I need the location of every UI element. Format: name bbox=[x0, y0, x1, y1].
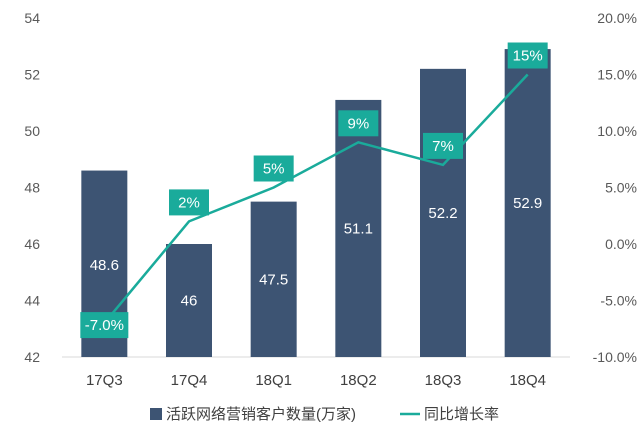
bar-value-label: 47.5 bbox=[259, 271, 288, 288]
legend-label-bar: 活跃网络营销客户数量(万家) bbox=[166, 406, 356, 423]
rate-value-label: 5% bbox=[263, 161, 285, 178]
bar-value-label: 52.9 bbox=[513, 195, 542, 212]
bar bbox=[420, 68, 466, 357]
y-left-tick-label: 50 bbox=[24, 123, 40, 139]
rate-value-label: 7% bbox=[432, 138, 454, 155]
rate-label-box bbox=[169, 189, 209, 216]
x-tick-label: 18Q1 bbox=[255, 372, 292, 389]
y-left-tick-label: 54 bbox=[24, 10, 40, 26]
bar-value-label: 46 bbox=[181, 293, 198, 310]
rate-label-box bbox=[253, 155, 294, 182]
x-tick-label: 17Q4 bbox=[171, 372, 208, 389]
y-left-tick-label: 48 bbox=[24, 180, 40, 196]
rate-value-label: 9% bbox=[347, 115, 369, 132]
y-right-tick-label: 15.0% bbox=[597, 67, 637, 83]
bar-value-label: 52.2 bbox=[428, 205, 457, 222]
rate-label-box bbox=[507, 42, 548, 69]
x-tick-label: 18Q2 bbox=[340, 372, 377, 389]
rate-value-label: 2% bbox=[178, 194, 200, 211]
y-right-tick-label: 0.0% bbox=[605, 236, 637, 252]
bar-value-label: 51.1 bbox=[344, 220, 373, 237]
bar bbox=[250, 201, 297, 357]
y-left-tick-label: 42 bbox=[24, 349, 40, 365]
rate-label-box bbox=[423, 132, 463, 159]
x-tick-label: 18Q3 bbox=[425, 372, 462, 389]
y-right-tick-label: 5.0% bbox=[605, 180, 637, 196]
y-right-tick-label: -10.0% bbox=[593, 349, 637, 365]
bar-value-label: 48.6 bbox=[90, 257, 119, 274]
y-right-tick-label: -5.0% bbox=[600, 293, 637, 309]
y-right-tick-label: 10.0% bbox=[597, 123, 637, 139]
rate-value-label: -7.0% bbox=[85, 317, 124, 334]
y-left-tick-label: 46 bbox=[24, 236, 40, 252]
bar bbox=[166, 244, 212, 357]
rate-label-box bbox=[80, 312, 129, 339]
bar bbox=[504, 49, 551, 357]
y-left-tick-label: 52 bbox=[24, 67, 40, 83]
x-tick-label: 17Q3 bbox=[86, 372, 123, 389]
rate-value-label: 15% bbox=[513, 48, 543, 65]
legend-swatch-bar bbox=[150, 408, 162, 420]
legend-label-line: 同比增长率 bbox=[424, 406, 499, 423]
y-left-tick-label: 44 bbox=[24, 293, 40, 309]
x-tick-label: 18Q4 bbox=[509, 372, 546, 389]
rate-label-box bbox=[338, 110, 379, 137]
y-right-tick-label: 20.0% bbox=[597, 10, 637, 26]
